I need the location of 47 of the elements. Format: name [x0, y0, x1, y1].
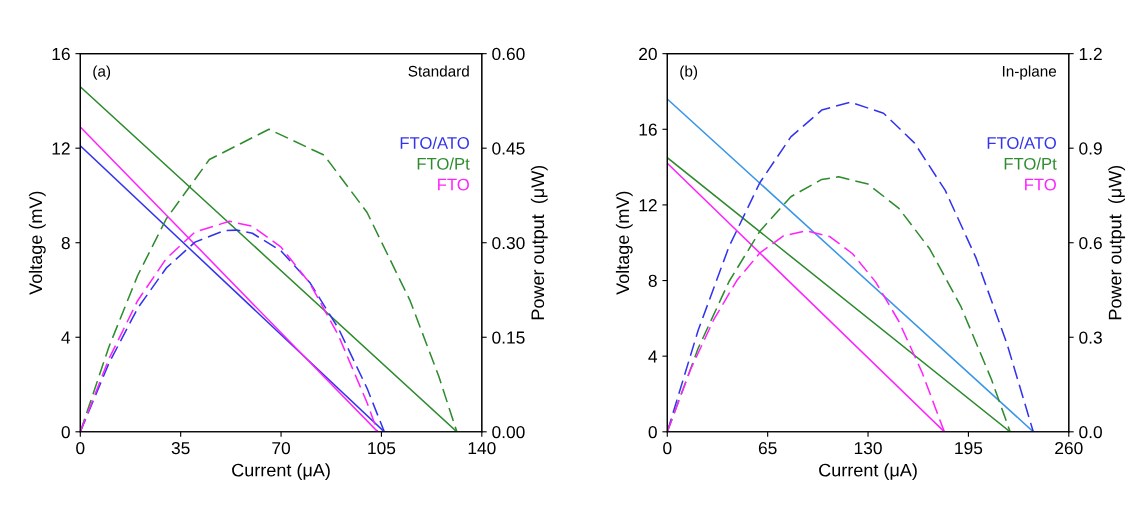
y2-tick-label: 0.6 — [1079, 236, 1102, 250]
y-axis-title: Voltage (mV) — [28, 191, 46, 295]
y2-tick-label: 0.60 — [492, 47, 525, 61]
annotation: (a) — [93, 65, 111, 80]
y-tick-label: 8 — [648, 274, 657, 287]
x-tick-label: 65 — [758, 441, 777, 455]
y-tick-label: 12 — [52, 142, 70, 155]
y2-tick-label: 0.9 — [1079, 142, 1102, 155]
x-tick-label: 260 — [1055, 441, 1083, 455]
y-tick-label: 16 — [639, 123, 657, 136]
y2-tick-label: 0.0 — [1079, 425, 1102, 439]
text: FTO/Pt — [417, 157, 470, 170]
y-tick-label: 8 — [61, 236, 70, 250]
text: FTO — [438, 178, 469, 191]
x-axis-title: Current (μA) — [819, 463, 917, 481]
x-tick-label: 130 — [854, 441, 882, 455]
y2-axis-title: Power output (μW) — [1108, 165, 1126, 320]
y2-tick-label: 0.3 — [1079, 331, 1102, 344]
y-axis-title: Voltage (mV) — [615, 191, 633, 295]
x-tick-label: 105 — [368, 441, 396, 455]
x-axis-title: Current (μA) — [232, 463, 330, 481]
text: FTO/ATO — [400, 136, 469, 149]
annotation: Standard — [408, 65, 469, 77]
y-tick-label: 20 — [639, 47, 657, 61]
y-tick-label: 4 — [648, 350, 658, 363]
text: FTO/ATO — [987, 136, 1056, 149]
y2-tick-label: 0.30 — [492, 236, 525, 250]
y2-tick-label: 0.00 — [492, 425, 525, 439]
y2-tick-label: 0.15 — [492, 331, 525, 344]
x-tick-label: 0 — [663, 441, 672, 455]
x-tick-label: 195 — [955, 441, 983, 455]
y2-tick-label: 1.2 — [1079, 47, 1102, 60]
y2-axis-title: Power output (μW) — [530, 165, 548, 320]
y2-tick-label: 0.45 — [492, 142, 525, 155]
annotation: In-plane — [1002, 65, 1057, 80]
x-tick-label: 140 — [468, 441, 496, 455]
x-tick-label: 0 — [76, 441, 85, 455]
y-tick-label: 0 — [61, 425, 70, 439]
text: FTO/Pt — [1004, 157, 1057, 170]
y-tick-label: 4 — [61, 331, 71, 344]
y-tick-label: 16 — [52, 47, 70, 61]
y-tick-label: 0 — [648, 425, 657, 439]
x-tick-label: 35 — [171, 441, 190, 455]
x-tick-label: 70 — [272, 441, 291, 455]
annotation: (b) — [680, 65, 698, 80]
text: FTO — [1025, 178, 1056, 191]
y-tick-label: 12 — [639, 199, 657, 212]
